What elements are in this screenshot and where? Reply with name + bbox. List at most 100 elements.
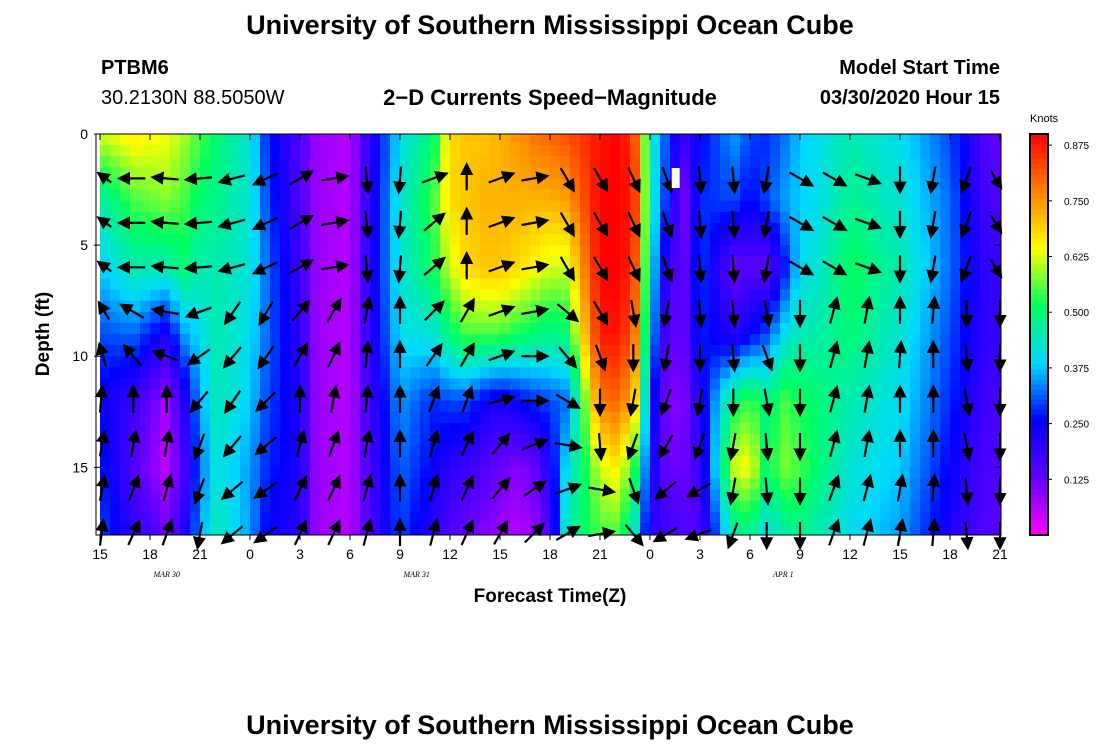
heatmap-cell: [630, 345, 641, 357]
heatmap-cell: [250, 456, 261, 468]
heatmap-cell: [620, 234, 631, 246]
heatmap-cell: [810, 467, 821, 480]
heatmap-cell: [870, 467, 881, 480]
heatmap-cell: [940, 411, 951, 424]
heatmap-cell: [290, 134, 301, 146]
heatmap-cell: [460, 222, 471, 235]
heatmap-cell: [360, 378, 371, 391]
heatmap-cell: [410, 322, 421, 335]
heatmap-cell: [680, 167, 691, 180]
heatmap-cell: [270, 467, 281, 480]
heatmap-cell: [480, 445, 491, 457]
heatmap-cell: [930, 156, 941, 168]
colorbar-segment: [1030, 139, 1048, 145]
heatmap-cell: [980, 511, 991, 524]
heatmap-cell: [570, 511, 581, 524]
heatmap-cell: [380, 311, 391, 324]
heatmap-cell: [410, 200, 421, 213]
heatmap-cell: [940, 422, 951, 435]
heatmap-cell: [130, 234, 141, 246]
heatmap-cell: [120, 234, 131, 246]
heatmap-cell: [590, 434, 601, 446]
heatmap-cell: [330, 189, 341, 202]
heatmap-cell: [190, 378, 201, 391]
current-arrow: [760, 388, 774, 417]
heatmap-cell: [600, 345, 611, 357]
heatmap-cell: [410, 222, 421, 235]
heatmap-cell: [120, 367, 131, 380]
heatmap-cell: [870, 322, 881, 335]
heatmap-cell: [600, 134, 611, 146]
heatmap-cell: [300, 222, 311, 235]
heatmap-cell: [690, 267, 701, 280]
heatmap-cell: [120, 245, 131, 257]
heatmap-cell: [440, 256, 451, 268]
heatmap-cell: [920, 356, 931, 368]
heatmap-cell: [920, 245, 931, 257]
heatmap-cell: [890, 411, 901, 424]
heatmap-cell: [590, 489, 601, 502]
heatmap-cell: [770, 322, 781, 335]
heatmap-cell: [710, 456, 721, 468]
heatmap-cell: [500, 311, 511, 324]
heatmap-cell: [720, 267, 731, 280]
heatmap-cell: [910, 389, 921, 402]
current-arrow: [628, 477, 641, 505]
current-arrow: [894, 473, 908, 502]
heatmap-cell: [120, 400, 131, 413]
current-arrow: [460, 474, 474, 501]
heatmap-cell: [860, 200, 871, 213]
heatmap-cell: [270, 389, 281, 402]
heatmap-cell: [640, 400, 651, 413]
heatmap-cell: [350, 500, 361, 513]
heatmap-cell: [420, 167, 431, 180]
heatmap-cell: [680, 234, 691, 246]
heatmap-cell: [360, 345, 371, 357]
heatmap-cell: [680, 145, 691, 157]
heatmap-cell: [370, 167, 381, 180]
heatmap-cell: [720, 478, 731, 491]
heatmap-cell: [890, 467, 901, 480]
heatmap-cell: [720, 511, 731, 524]
heatmap-cell: [870, 356, 881, 368]
heatmap-cell: [830, 245, 841, 257]
heatmap-cell: [230, 434, 241, 446]
heatmap-cell: [840, 200, 851, 213]
heatmap-cell: [490, 178, 501, 191]
heatmap-cell: [980, 278, 991, 291]
heatmap-cell: [610, 178, 621, 191]
heatmap-cell: [170, 289, 181, 302]
heatmap-cell: [500, 134, 511, 146]
heatmap-cell: [990, 334, 1001, 346]
x-tick-label: 18: [542, 546, 558, 562]
heatmap-cell: [680, 478, 691, 491]
heatmap-cell: [980, 167, 991, 180]
heatmap-cell: [250, 511, 261, 524]
heatmap-cell: [330, 322, 341, 335]
heatmap-cell: [490, 422, 501, 435]
heatmap-cell: [330, 256, 341, 268]
heatmap-cell: [140, 500, 151, 513]
heatmap-cell: [800, 167, 811, 180]
heatmap-cell: [340, 178, 351, 191]
heatmap-cell: [580, 434, 591, 446]
heatmap-cell: [630, 245, 641, 257]
heatmap-cell: [570, 456, 581, 468]
heatmap-cell: [410, 278, 421, 291]
heatmap-cell: [320, 189, 331, 202]
heatmap-cell: [220, 256, 231, 268]
heatmap-cell: [680, 456, 691, 468]
heatmap-cell: [470, 156, 481, 168]
heatmap-cell: [880, 489, 891, 502]
heatmap-cell: [820, 511, 831, 524]
heatmap-cell: [240, 422, 251, 435]
heatmap-cell: [480, 411, 491, 424]
heatmap-cell: [370, 234, 381, 246]
heatmap-cell: [160, 378, 171, 391]
heatmap-cell: [660, 200, 671, 213]
heatmap-cell: [570, 156, 581, 168]
heatmap-cell: [970, 211, 981, 224]
heatmap-cell: [290, 500, 301, 513]
heatmap-cell: [840, 500, 851, 513]
heatmap-cell: [100, 145, 111, 157]
